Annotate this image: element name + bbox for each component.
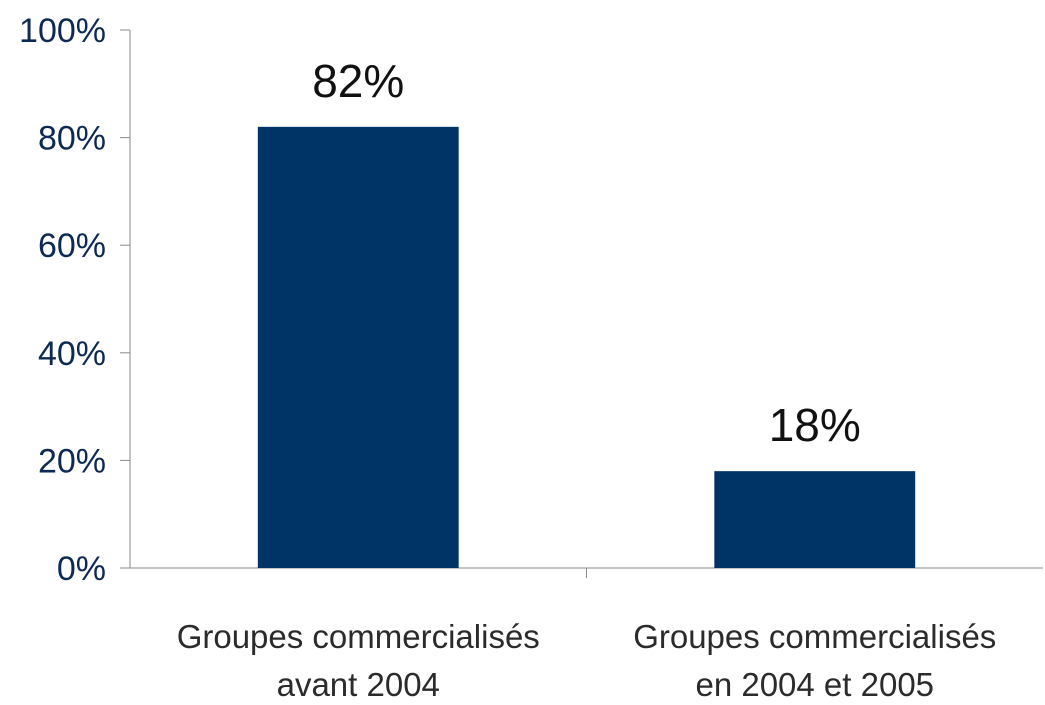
y-tick-label: 80%: [38, 120, 106, 158]
bar-data-label: 82%: [312, 55, 404, 107]
x-category-label: Groupes commercialisés avant 2004: [177, 618, 540, 703]
bar: [257, 126, 459, 568]
y-axis-ticks: 0% 20% 40% 60% 80% 100%: [19, 12, 130, 588]
x-category-label-line: Groupes commercialisés: [177, 618, 540, 655]
y-tick-label: 0%: [57, 550, 106, 588]
x-category-label-line: en 2004 et 2005: [695, 666, 934, 703]
x-category-label-line: avant 2004: [277, 666, 440, 703]
y-tick-label: 20%: [38, 442, 106, 480]
x-category-label: Groupes commercialisés en 2004 et 2005: [633, 618, 996, 703]
category-labels: Groupes commercialisés avant 2004Groupes …: [177, 618, 997, 703]
y-tick-label: 100%: [19, 12, 106, 50]
y-tick-label: 60%: [38, 227, 106, 265]
bar: [714, 471, 916, 568]
data-labels: 82% 18%: [312, 55, 861, 451]
y-tick-label: 40%: [38, 335, 106, 373]
bars: [257, 126, 916, 568]
bar-data-label: 18%: [769, 399, 861, 451]
x-category-label-line: Groupes commercialisés: [633, 618, 996, 655]
